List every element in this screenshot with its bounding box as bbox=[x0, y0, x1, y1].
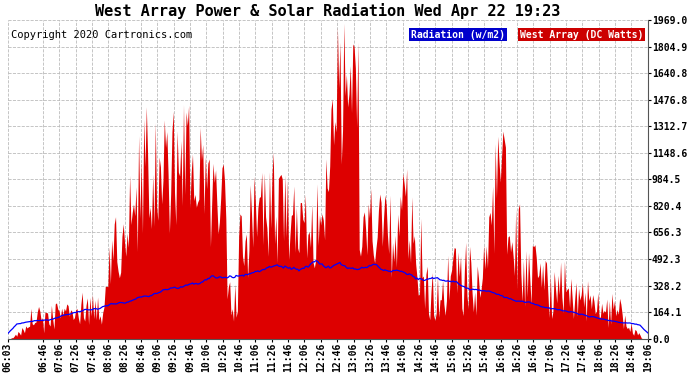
Text: Radiation (w/m2): Radiation (w/m2) bbox=[411, 30, 505, 39]
Text: West Array (DC Watts): West Array (DC Watts) bbox=[520, 30, 643, 39]
Title: West Array Power & Solar Radiation Wed Apr 22 19:23: West Array Power & Solar Radiation Wed A… bbox=[95, 3, 560, 19]
Text: Copyright 2020 Cartronics.com: Copyright 2020 Cartronics.com bbox=[11, 30, 193, 39]
